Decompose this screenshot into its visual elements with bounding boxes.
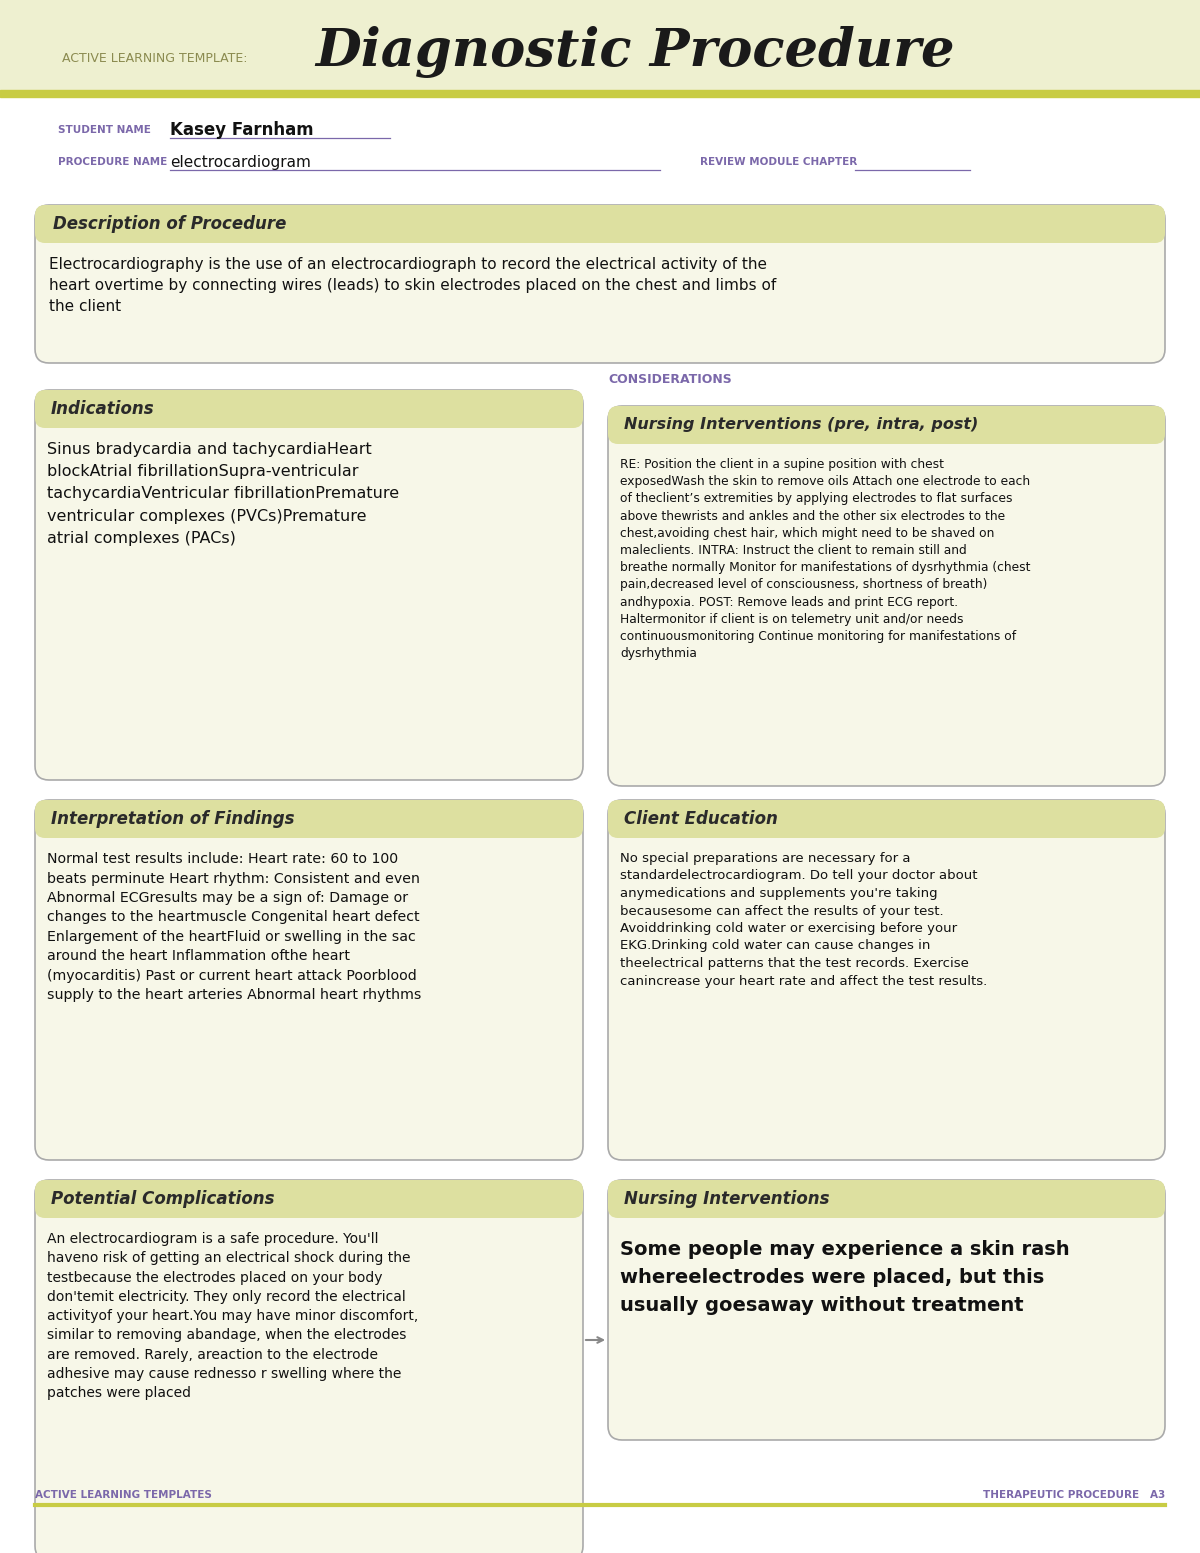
- FancyBboxPatch shape: [35, 1180, 583, 1553]
- Text: PROCEDURE NAME: PROCEDURE NAME: [58, 157, 167, 168]
- Text: Normal test results include: Heart rate: 60 to 100
beats perminute Heart rhythm:: Normal test results include: Heart rate:…: [47, 853, 421, 1003]
- Text: Nursing Interventions (pre, intra, post): Nursing Interventions (pre, intra, post): [624, 418, 978, 432]
- FancyBboxPatch shape: [608, 405, 1165, 444]
- FancyBboxPatch shape: [608, 1180, 1165, 1218]
- FancyBboxPatch shape: [35, 205, 1165, 242]
- Text: THERAPEUTIC PROCEDURE   A3: THERAPEUTIC PROCEDURE A3: [983, 1489, 1165, 1500]
- Text: Interpretation of Findings: Interpretation of Findings: [50, 811, 294, 828]
- Text: Potential Complications: Potential Complications: [50, 1190, 275, 1208]
- Text: STUDENT NAME: STUDENT NAME: [58, 124, 151, 135]
- FancyBboxPatch shape: [608, 405, 1165, 786]
- Text: CONSIDERATIONS: CONSIDERATIONS: [608, 373, 732, 387]
- FancyBboxPatch shape: [35, 1180, 583, 1218]
- Text: RE: Position the client in a supine position with chest
exposedWash the skin to : RE: Position the client in a supine posi…: [620, 458, 1031, 660]
- Text: ACTIVE LEARNING TEMPLATE:: ACTIVE LEARNING TEMPLATE:: [62, 51, 247, 65]
- Text: Nursing Interventions: Nursing Interventions: [624, 1190, 829, 1208]
- Text: REVIEW MODULE CHAPTER: REVIEW MODULE CHAPTER: [700, 157, 857, 168]
- FancyBboxPatch shape: [608, 800, 1165, 1160]
- Text: ACTIVE LEARNING TEMPLATES: ACTIVE LEARNING TEMPLATES: [35, 1489, 212, 1500]
- Text: Electrocardiography is the use of an electrocardiograph to record the electrical: Electrocardiography is the use of an ele…: [49, 256, 776, 314]
- Text: Some people may experience a skin rash
whereelectrodes were placed, but this
usu: Some people may experience a skin rash w…: [620, 1239, 1069, 1315]
- FancyBboxPatch shape: [35, 390, 583, 429]
- Text: An electrocardiogram is a safe procedure. You'll
haveno risk of getting an elect: An electrocardiogram is a safe procedure…: [47, 1232, 419, 1401]
- Text: Diagnostic Procedure: Diagnostic Procedure: [314, 26, 954, 78]
- FancyBboxPatch shape: [35, 390, 583, 780]
- Bar: [0, 90, 1200, 96]
- Text: electrocardiogram: electrocardiogram: [170, 154, 311, 169]
- FancyBboxPatch shape: [608, 800, 1165, 839]
- Text: Indications: Indications: [50, 401, 155, 418]
- Text: No special preparations are necessary for a
standardelectrocardiogram. Do tell y: No special preparations are necessary fo…: [620, 853, 988, 988]
- Text: Client Education: Client Education: [624, 811, 778, 828]
- Text: Sinus bradycardia and tachycardiaHeart
blockAtrial fibrillationSupra-ventricular: Sinus bradycardia and tachycardiaHeart b…: [47, 443, 400, 545]
- FancyBboxPatch shape: [608, 1180, 1165, 1440]
- Bar: [0, 0, 1200, 90]
- FancyBboxPatch shape: [35, 800, 583, 1160]
- Text: Description of Procedure: Description of Procedure: [53, 214, 287, 233]
- Text: Kasey Farnham: Kasey Farnham: [170, 121, 313, 140]
- FancyBboxPatch shape: [35, 800, 583, 839]
- FancyBboxPatch shape: [35, 205, 1165, 363]
